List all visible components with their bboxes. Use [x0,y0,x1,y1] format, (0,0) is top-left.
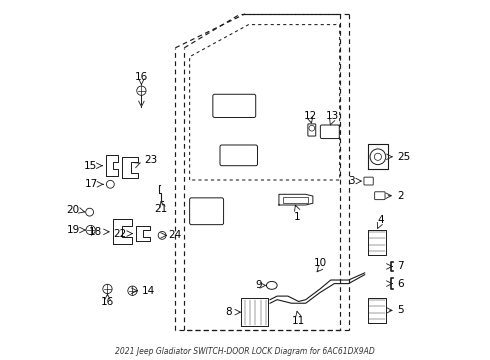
Text: 24: 24 [168,230,181,240]
FancyBboxPatch shape [308,124,316,136]
Text: 20: 20 [66,205,79,215]
Circle shape [137,86,146,95]
Text: 1: 1 [294,212,300,222]
Polygon shape [106,155,118,176]
Polygon shape [279,194,313,205]
Circle shape [106,180,114,188]
Polygon shape [242,298,268,327]
Circle shape [374,153,381,160]
Circle shape [158,231,166,239]
Text: 14: 14 [142,286,155,296]
Text: 17: 17 [85,179,98,189]
Text: 16: 16 [101,297,114,307]
Text: 18: 18 [89,227,102,237]
Text: 21: 21 [154,204,168,214]
Text: 10: 10 [314,257,326,267]
Bar [283,197,308,203]
Polygon shape [136,226,150,241]
FancyBboxPatch shape [213,94,256,117]
FancyBboxPatch shape [375,192,385,200]
Polygon shape [113,219,132,244]
Circle shape [86,225,96,235]
Polygon shape [368,298,386,323]
Text: 9: 9 [255,280,262,291]
Polygon shape [122,157,138,178]
Polygon shape [368,230,386,255]
Text: 16: 16 [135,72,148,82]
Text: 11: 11 [292,316,305,327]
Text: 22: 22 [113,229,126,239]
Text: 15: 15 [83,161,97,171]
FancyBboxPatch shape [364,177,373,185]
Circle shape [370,149,386,165]
Text: 13: 13 [326,111,339,121]
Text: 7: 7 [397,261,403,271]
Circle shape [309,125,315,131]
Text: 3: 3 [348,176,355,186]
Text: 23: 23 [144,156,157,165]
Polygon shape [368,144,388,169]
FancyBboxPatch shape [190,198,223,225]
Circle shape [86,208,94,216]
FancyBboxPatch shape [220,145,258,166]
Text: 4: 4 [377,215,384,225]
Text: 25: 25 [397,152,410,162]
Text: 2: 2 [397,191,403,201]
Ellipse shape [267,282,277,289]
Text: 19: 19 [67,225,80,235]
Circle shape [128,286,137,296]
FancyBboxPatch shape [320,125,339,139]
Text: 12: 12 [303,111,317,121]
Text: 8: 8 [225,307,231,317]
Circle shape [103,284,112,294]
Text: 5: 5 [397,305,403,315]
Text: 6: 6 [397,279,403,289]
Text: 2021 Jeep Gladiator SWITCH-DOOR LOCK Diagram for 6AC61DX9AD: 2021 Jeep Gladiator SWITCH-DOOR LOCK Dia… [115,347,375,356]
